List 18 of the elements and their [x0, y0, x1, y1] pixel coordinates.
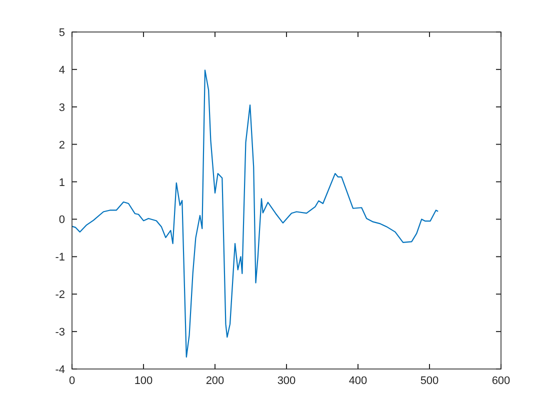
y-tick-label: 0: [58, 214, 65, 226]
x-tick-label: 0: [68, 375, 76, 387]
x-tick-label: 100: [134, 375, 153, 387]
x-tick-label: 600: [492, 375, 510, 387]
y-tick-label: 3: [58, 102, 65, 114]
x-tick-label: 200: [206, 375, 224, 387]
y-tick-label: 1: [58, 176, 65, 189]
x-tick-label: 500: [420, 375, 439, 387]
x-tick-label: 400: [348, 375, 368, 387]
y-tick-label: 2: [58, 139, 65, 152]
y-tick-label: 4: [58, 64, 65, 76]
x-tick-label: 300: [277, 375, 296, 387]
y-tick-label: -4: [55, 364, 65, 376]
y-tick-label: -2: [55, 289, 65, 302]
y-tick-label: -3: [55, 326, 65, 339]
y-tick-label: -1: [55, 252, 65, 264]
y-tick-label: 5: [58, 27, 65, 39]
line-series: [71, 70, 439, 358]
